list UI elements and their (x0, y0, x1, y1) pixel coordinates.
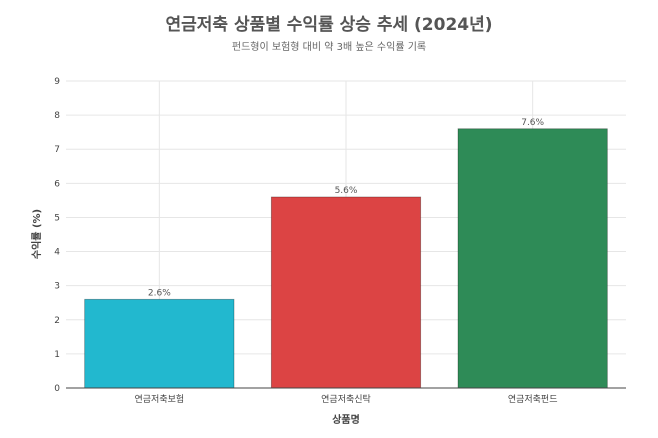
x-tick-label: 연금저축펀드 (508, 394, 558, 405)
y-tick-label: 2 (54, 316, 60, 326)
y-tick-label: 8 (54, 111, 60, 121)
y-tick-label: 6 (54, 179, 60, 189)
chart-subtitle: 펀드형이 보험형 대비 약 3배 높은 수익률 기록 (231, 42, 427, 53)
bar-value-label: 2.6% (148, 288, 171, 298)
axes: 0 1 2 3 4 5 6 7 8 9 연금저축보험 연금저축신탁 연금저축펀드 (54, 77, 626, 405)
y-tick-label: 3 (54, 282, 60, 292)
y-axis-title: 수익률 (%) (31, 209, 43, 259)
y-tick-label: 7 (54, 145, 60, 155)
y-tick-label: 5 (54, 213, 60, 223)
y-tick-label: 1 (54, 350, 60, 360)
bar-1 (84, 298, 235, 389)
y-tick-label: 9 (54, 77, 60, 87)
bar-3 (457, 128, 608, 389)
bar-value-label: 7.6% (521, 118, 544, 128)
bar-2 (270, 196, 422, 389)
x-axis-title: 상품명 (332, 413, 360, 426)
y-tick-label: 0 (54, 384, 60, 394)
y-tick-label: 4 (54, 248, 60, 258)
x-tick-label: 연금저축보험 (134, 394, 184, 405)
chart-title: 연금저축 상품별 수익률 상승 추세 (2024년) (165, 15, 493, 35)
bar-value-label: 5.6% (335, 186, 358, 196)
x-tick-label: 연금저축신탁 (321, 393, 371, 405)
